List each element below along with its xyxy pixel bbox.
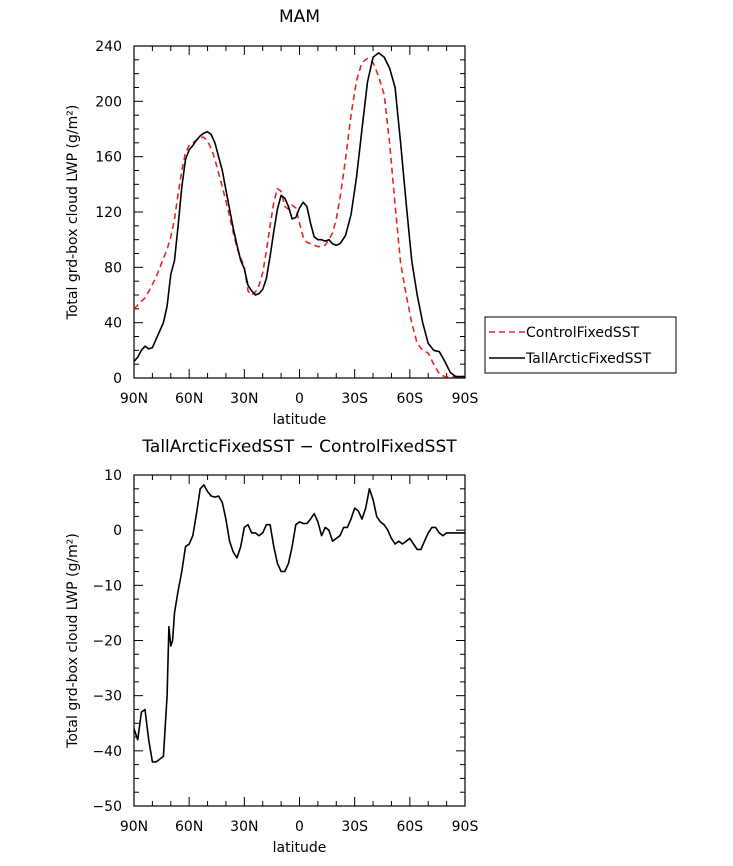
x-tick-label: 60S <box>396 391 423 407</box>
legend-box <box>484 316 677 374</box>
x-tick-label: 90S <box>452 391 479 407</box>
x-axis-label: latitude <box>273 840 327 856</box>
legend-label: TallArcticFixedSST <box>525 351 651 367</box>
x-tick-label: 0 <box>295 391 304 407</box>
y-tick-label: 240 <box>95 39 122 55</box>
x-tick-label: 0 <box>295 819 304 835</box>
x-tick-label: 60N <box>175 819 203 835</box>
y-tick-label: 0 <box>113 371 122 387</box>
x-tick-label: 30N <box>230 819 258 835</box>
y-tick-label: −20 <box>92 634 122 650</box>
y-tick-label: 40 <box>104 316 122 332</box>
y-tick-label: −10 <box>92 578 122 594</box>
chart-panel-2: TallArcticFixedSST − ControlFixedSST −50 −… <box>65 437 478 856</box>
y-tick-label: 120 <box>95 205 122 221</box>
x-tick-label: 60S <box>396 819 423 835</box>
chart-title: TallArcticFixedSST − ControlFixedSST <box>141 437 457 457</box>
x-tick-label: 90S <box>452 819 479 835</box>
y-tick-label: 160 <box>95 150 122 166</box>
x-tick-label: 30S <box>341 819 368 835</box>
y-tick-label: 10 <box>104 468 122 484</box>
plot-frame <box>133 474 466 807</box>
series-line-controlfixedsst <box>133 57 465 378</box>
x-tick-label: 30S <box>341 391 368 407</box>
y-axis-label: Total grd-box cloud LWP (g/m²) <box>65 105 81 321</box>
y-tick-label: 80 <box>104 260 122 276</box>
legend-label: ControlFixedSST <box>526 325 640 341</box>
x-axis-label: latitude <box>273 412 327 428</box>
x-tick-label: 60N <box>175 391 203 407</box>
x-tick-label: 90N <box>120 391 148 407</box>
y-tick-label: −30 <box>92 689 122 705</box>
y-tick-label: −40 <box>92 744 122 760</box>
x-tick-label: 90N <box>120 819 148 835</box>
plot-frame <box>133 45 466 379</box>
chart-panel-1: MAM 0 40 80 120 160 200 240 90N 60N 30N 0 30S 60S 90S l… <box>65 7 677 428</box>
chart-title: MAM <box>279 7 320 27</box>
x-tick-label: 30N <box>230 391 258 407</box>
y-tick-label: 200 <box>95 94 122 110</box>
y-tick-label: 0 <box>113 523 122 539</box>
y-tick-label: −50 <box>92 799 122 815</box>
y-axis-label: Total grd-box cloud LWP (g/m²) <box>65 533 81 749</box>
series-line-tallarcticfixedsst <box>133 52 465 378</box>
series-line-difference <box>133 484 465 763</box>
legend: ControlFixedSST TallArcticFixedSST <box>484 316 677 374</box>
